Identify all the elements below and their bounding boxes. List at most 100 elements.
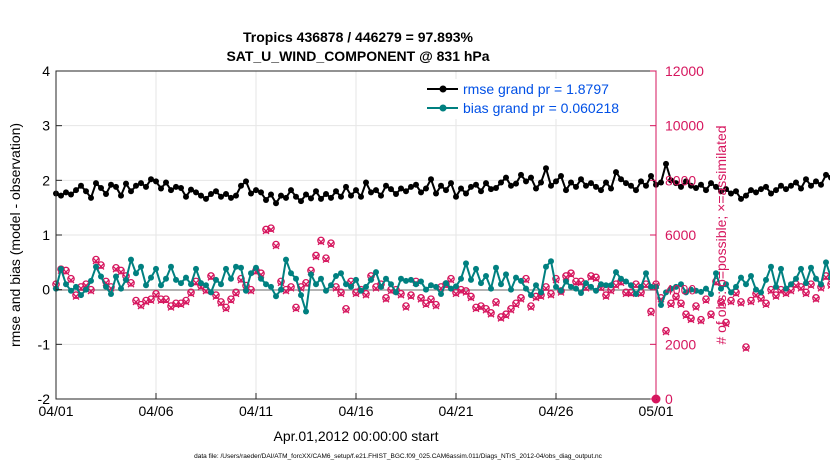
obs-possible-point (447, 274, 455, 283)
obs-assimilated-point (627, 290, 635, 298)
obs-assimilated-point (332, 284, 340, 292)
obs-assimilated-point (67, 276, 75, 284)
bias-point (613, 269, 619, 276)
obs-assimilated-point (687, 316, 695, 324)
bias-point (353, 276, 359, 283)
bias-point (508, 286, 514, 293)
bias-point (323, 287, 329, 294)
rmse-point (633, 187, 639, 194)
obs-possible-point (697, 315, 705, 324)
obs-assimilated-point (762, 301, 770, 309)
obs-assimilated-point (152, 291, 160, 299)
obs-assimilated-point (462, 288, 470, 296)
rmse-point (408, 183, 414, 190)
rmse-point (183, 193, 189, 200)
obs-assimilated-point (232, 290, 240, 298)
rmse-point (553, 178, 559, 185)
obs-assimilated-point (162, 297, 170, 305)
rmse-point (233, 192, 239, 199)
bias-point (148, 274, 154, 281)
rmse-point (238, 182, 244, 189)
rmse-point (443, 187, 449, 194)
obs-possible-point (327, 239, 335, 248)
y-tick-label-left: 3 (42, 118, 50, 134)
bias-point (408, 276, 414, 283)
obs-assimilated-point (312, 253, 320, 261)
obs-assimilated-point (572, 279, 580, 287)
obs-possible-point (722, 318, 730, 327)
obs-assimilated-point (427, 297, 435, 305)
bias-point (118, 285, 124, 292)
bias-point (683, 289, 689, 296)
data-file-footnote: data file: /Users/raeder/DAI/ATM_forcXX/… (194, 453, 603, 460)
obs-assimilated-point (112, 265, 120, 273)
bias-point (648, 283, 654, 290)
bias-point (558, 287, 564, 294)
obs-assimilated-point (327, 241, 335, 249)
obs-assimilated-point (632, 282, 640, 290)
bias-point (203, 282, 209, 289)
rmse-point (213, 188, 219, 195)
obs-assimilated-point (477, 303, 485, 311)
obs-possible-point (137, 300, 145, 309)
obs-assimilated-point (127, 280, 135, 288)
rmse-point (178, 184, 184, 191)
obs-possible-point (527, 302, 535, 310)
legend-box (412, 79, 650, 119)
rmse-point (88, 194, 94, 201)
legend-marker-bias (439, 104, 447, 112)
rmse-point (533, 185, 539, 192)
obs-possible-point (147, 295, 155, 304)
legend-marker-rmse (439, 85, 447, 93)
x-tick-label: 05/01 (638, 403, 673, 419)
obs-possible-point (547, 289, 555, 298)
obs-possible-point (217, 298, 225, 306)
bias-point (473, 265, 479, 272)
obs-possible-point (362, 289, 370, 298)
rmse-point (723, 186, 729, 193)
bias-point (618, 275, 624, 282)
rmse-point (673, 180, 679, 187)
rmse-point (468, 183, 474, 190)
obs-assimilated-point (417, 295, 425, 303)
rmse-point (203, 195, 209, 202)
obs-assimilated-point (407, 293, 415, 300)
obs-assimilated-point (207, 273, 215, 281)
obs-assimilated-point (87, 287, 95, 295)
bias-point (383, 275, 389, 282)
bias-point (133, 270, 139, 277)
rmse-point (733, 188, 739, 195)
rmse-point (93, 180, 99, 187)
y-tick-label-left: 1 (42, 227, 50, 243)
obs-possible-point (667, 299, 675, 308)
obs-possible-point (422, 299, 430, 308)
bias-point (228, 275, 234, 282)
bias-point (553, 283, 559, 290)
bias-point (143, 282, 149, 289)
legend-entry-bias: bias grand pr = 0.060218 (427, 100, 619, 116)
bias-point (583, 280, 589, 287)
obs-assimilated-point (287, 284, 295, 292)
legend-label-bias: bias grand pr = 0.060218 (463, 100, 619, 116)
rmse-point (323, 191, 329, 197)
obs-assimilated-point (177, 301, 185, 309)
rmse-point (98, 184, 104, 191)
bias-point (393, 289, 399, 296)
bias-point (793, 275, 799, 282)
obs-assimilated-point (262, 227, 270, 235)
bias-point (88, 277, 94, 284)
legend-entry-rmse: rmse grand pr = 1.8797 (427, 81, 609, 97)
rmse-point (428, 176, 434, 183)
rmse-point (593, 183, 599, 190)
obs-possible-point (267, 224, 275, 233)
obs-possible-point (772, 291, 780, 299)
rmse-point (458, 185, 464, 192)
obs-possible-point (312, 251, 320, 260)
rmse-point (758, 186, 764, 193)
obs-possible-point (662, 326, 670, 335)
obs-assimilated-point (507, 306, 515, 314)
bias-point (318, 275, 324, 282)
rmse-point (508, 182, 514, 189)
obs-assimilated-point (692, 303, 700, 311)
obs-assimilated-point (777, 287, 785, 295)
